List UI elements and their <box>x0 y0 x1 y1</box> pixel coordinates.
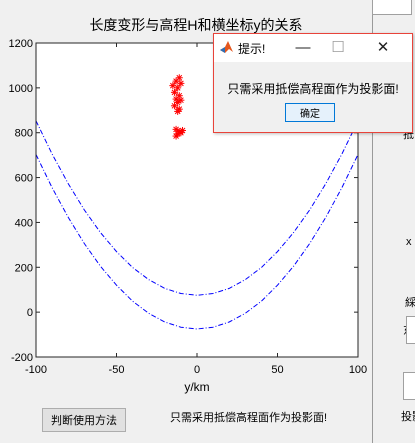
panel-edge-box <box>372 0 412 15</box>
x-tick-label: 100 <box>349 364 367 376</box>
dialog-title: 提示! <box>238 42 266 56</box>
curves-layer <box>35 120 359 330</box>
status-text: 只需采用抵偿高程面作为投影面! <box>170 412 328 424</box>
y-tick-label: 400 <box>15 217 33 229</box>
x-tick-label: 50 <box>271 364 283 376</box>
y-tick-label: 0 <box>27 307 33 319</box>
star-point <box>174 98 182 106</box>
star-point <box>172 132 180 140</box>
panel-input-2[interactable] <box>403 372 415 400</box>
dialog-titlebar[interactable]: 提示! — ☐ ✕ <box>214 34 412 62</box>
star-point <box>177 129 185 137</box>
panel-label-3: 綵 <box>405 297 415 309</box>
panel-label-2: x <box>406 236 412 248</box>
ticks-layer: -100 -50 0 50 100 -200 0 200 400 600 800 1000 1200 <box>9 38 368 376</box>
y-tick-label: 1200 <box>9 38 33 50</box>
message-dialog: 提示! — ☐ ✕ 只需采用抵偿高程面作为投影面! 确定 <box>213 33 413 133</box>
star-point <box>169 82 177 90</box>
dialog-message: 只需采用抵偿高程面作为投影面! <box>227 82 399 96</box>
minimize-icon[interactable]: — <box>295 39 311 56</box>
chart-title: 长度变形与高程H和横坐标y的关系 <box>89 17 302 33</box>
maximize-icon: ☐ <box>331 39 345 56</box>
x-tick-label: -100 <box>25 364 47 376</box>
y-tick-label: 200 <box>15 262 33 274</box>
y-tick-label: 1000 <box>9 83 33 95</box>
matlab-icon <box>220 41 233 53</box>
star-point <box>170 102 178 110</box>
star-point <box>177 79 185 87</box>
panel-input-1[interactable] <box>406 316 415 344</box>
x-axis-label: y/km <box>184 380 209 394</box>
close-icon[interactable]: ✕ <box>376 39 390 56</box>
panel-label-5: 投影 <box>401 411 415 423</box>
x-tick-label: 0 <box>194 364 200 376</box>
star-point <box>175 74 183 82</box>
curve-series-1 <box>35 120 359 296</box>
star-point <box>170 88 178 96</box>
x-tick-label: -50 <box>109 364 125 376</box>
ok-button[interactable]: 确定 <box>285 103 335 122</box>
star-point <box>177 96 185 104</box>
panel-label-1: 抵 <box>403 129 414 141</box>
star-point <box>174 107 182 115</box>
determine-method-button[interactable]: 判断使用方法 <box>42 408 126 432</box>
y-tick-label: -200 <box>11 352 33 364</box>
points-layer <box>169 74 187 140</box>
y-tick-label: 800 <box>15 128 33 140</box>
y-tick-label: 600 <box>15 173 33 185</box>
star-point <box>174 84 182 92</box>
curve-series-2 <box>35 154 359 330</box>
